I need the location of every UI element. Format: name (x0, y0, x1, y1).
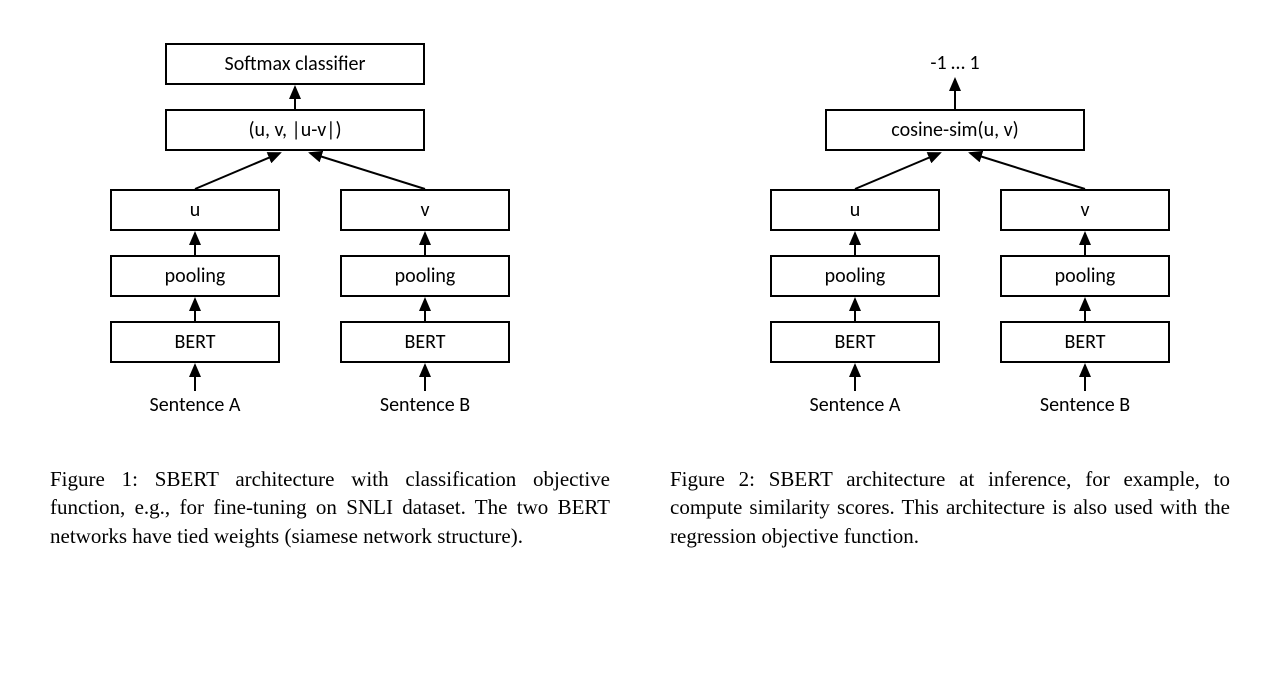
sentence-b-label: Sentence B (345, 393, 505, 417)
pool-right-box-2: pooling (1000, 255, 1170, 297)
figure-2: -1 … 1 cosine-sim(u, v) u pooling BERT S… (710, 35, 1230, 435)
range-label: -1 … 1 (875, 51, 1035, 75)
concat-box: (u, v, |u-v|) (165, 109, 425, 151)
pool-right-box: pooling (340, 255, 510, 297)
bert-right-box: BERT (340, 321, 510, 363)
u-box: u (110, 189, 280, 231)
figure-1-arrows (50, 35, 570, 435)
bert-right-box-2: BERT (1000, 321, 1170, 363)
pool-left-box-2: pooling (770, 255, 940, 297)
figure-1-caption: Figure 1: SBERT architecture with classi… (50, 465, 610, 550)
figure-1: Softmax classifier (u, v, |u-v|) u pooli… (50, 35, 570, 435)
sentence-a-label-2: Sentence A (775, 393, 935, 417)
figure-2-diagram: -1 … 1 cosine-sim(u, v) u pooling BERT S… (710, 35, 1230, 435)
captions-row: Figure 1: SBERT architecture with classi… (50, 465, 1230, 550)
figure-2-caption: Figure 2: SBERT architecture at inferenc… (670, 465, 1230, 550)
v-box: v (340, 189, 510, 231)
bert-left-box-2: BERT (770, 321, 940, 363)
sentence-a-label: Sentence A (115, 393, 275, 417)
cosine-sim-box: cosine-sim(u, v) (825, 109, 1085, 151)
v-box-2: v (1000, 189, 1170, 231)
sentence-b-label-2: Sentence B (1005, 393, 1165, 417)
softmax-box: Softmax classifier (165, 43, 425, 85)
figures-row: Softmax classifier (u, v, |u-v|) u pooli… (50, 35, 1230, 435)
figure-1-diagram: Softmax classifier (u, v, |u-v|) u pooli… (50, 35, 570, 435)
pool-left-box: pooling (110, 255, 280, 297)
bert-left-box: BERT (110, 321, 280, 363)
u-box-2: u (770, 189, 940, 231)
figure-2-arrows (710, 35, 1230, 435)
